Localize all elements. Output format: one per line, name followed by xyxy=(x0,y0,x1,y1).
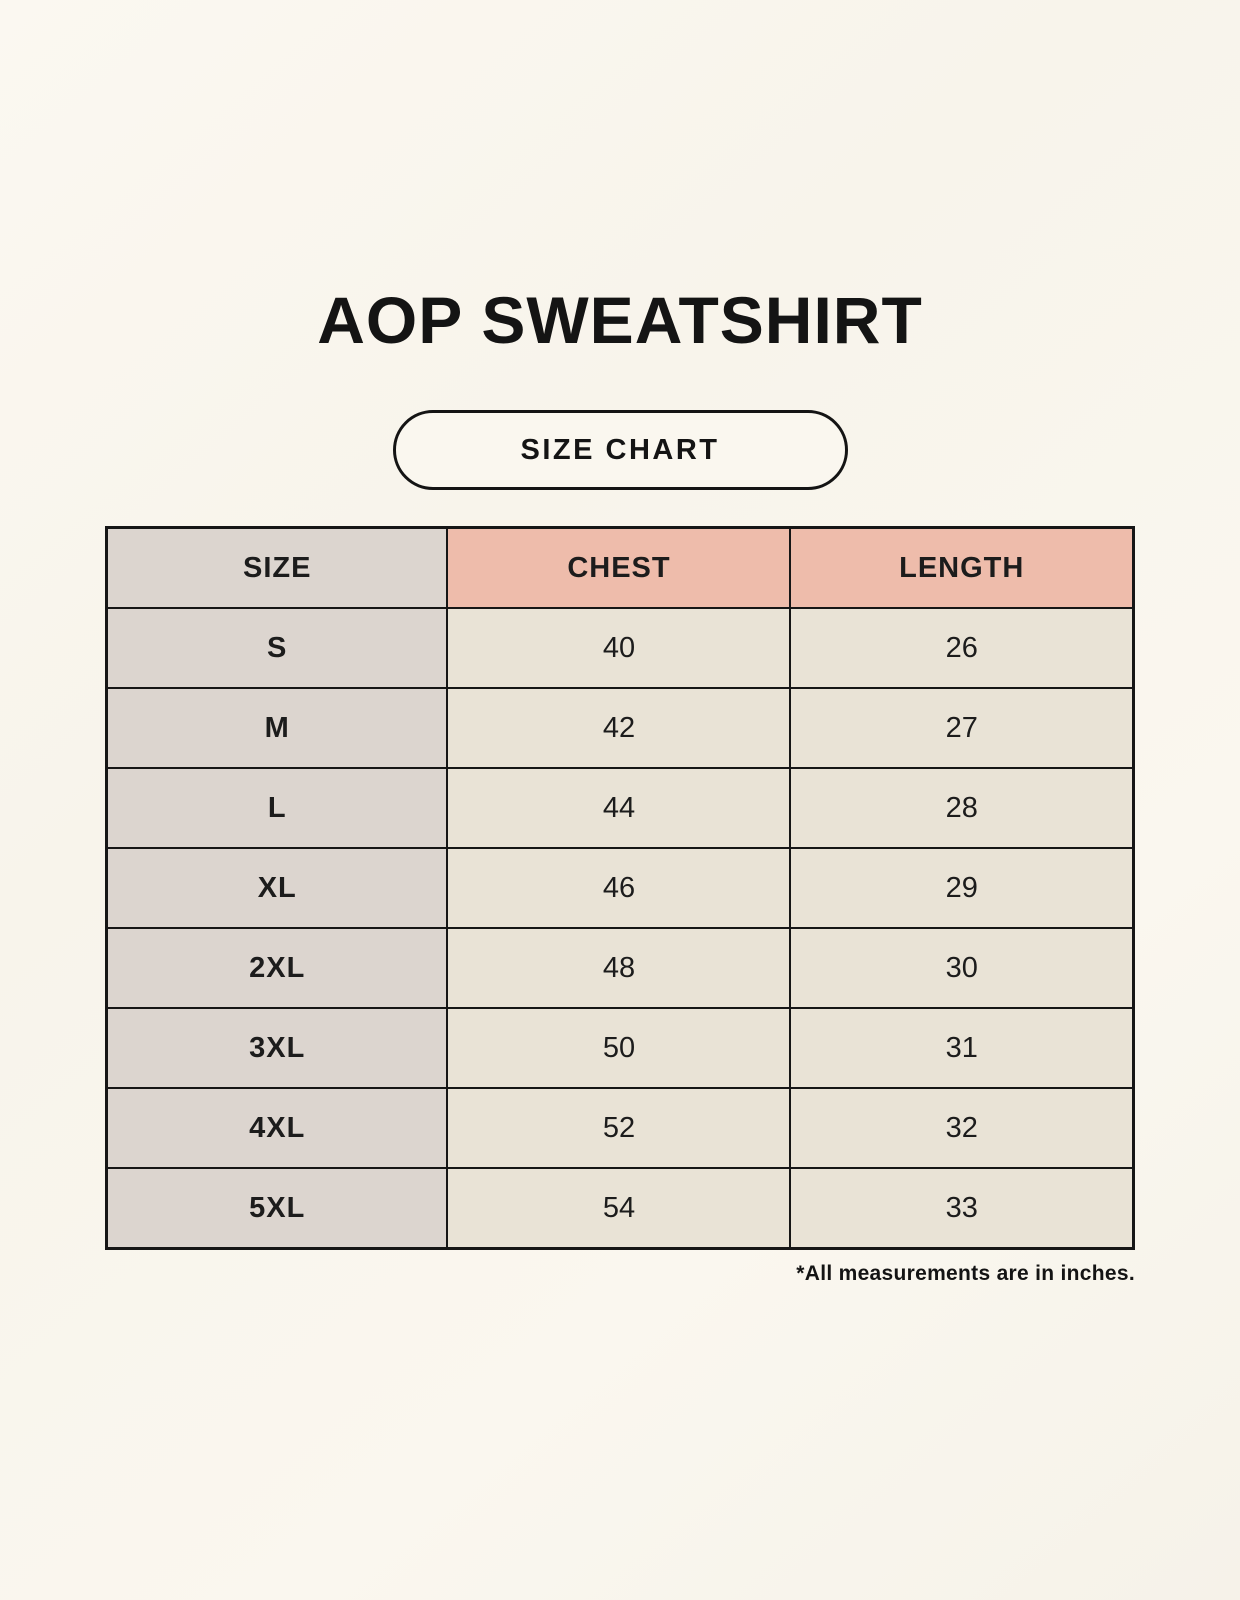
length-cell: 29 xyxy=(789,847,1135,929)
length-cell: 26 xyxy=(789,607,1135,689)
table-row: M 42 27 xyxy=(105,687,1135,769)
length-cell: 32 xyxy=(789,1087,1135,1169)
column-header-length: LENGTH xyxy=(789,526,1135,609)
column-header-size: SIZE xyxy=(105,526,449,609)
chest-cell: 40 xyxy=(446,607,792,689)
chest-cell: 52 xyxy=(446,1087,792,1169)
size-cell: M xyxy=(105,687,449,769)
chest-cell: 42 xyxy=(446,687,792,769)
table-row: XL 46 29 xyxy=(105,847,1135,929)
size-chart-page: AOP SWEATSHIRT SIZE CHART SIZE CHEST LENGT… xyxy=(105,0,1135,1286)
chest-cell: 50 xyxy=(446,1007,792,1089)
table-header-row: SIZE CHEST LENGTH xyxy=(105,526,1135,609)
table-row: 5XL 54 33 xyxy=(105,1167,1135,1250)
length-cell: 30 xyxy=(789,927,1135,1009)
size-cell: 5XL xyxy=(105,1167,449,1250)
measurements-footnote: *All measurements are in inches. xyxy=(796,1262,1135,1285)
chest-cell: 48 xyxy=(446,927,792,1009)
size-cell: 2XL xyxy=(105,927,449,1009)
size-chart-badge-label: SIZE CHART xyxy=(520,434,720,466)
table-row: L 44 28 xyxy=(105,767,1135,849)
chest-cell: 46 xyxy=(446,847,792,929)
page-title: AOP SWEATSHIRT xyxy=(317,283,923,357)
table-row: 2XL 48 30 xyxy=(105,927,1135,1009)
chest-cell: 54 xyxy=(446,1167,792,1250)
length-cell: 33 xyxy=(789,1167,1135,1250)
chest-cell: 44 xyxy=(446,767,792,849)
size-table: SIZE CHEST LENGTH S 40 26 M 42 27 L 44 28 XL 46 29 2XL… xyxy=(105,526,1135,1250)
size-cell: L xyxy=(105,767,449,849)
column-header-chest: CHEST xyxy=(446,526,792,609)
table-row: 4XL 52 32 xyxy=(105,1087,1135,1169)
size-chart-badge: SIZE CHART xyxy=(392,410,848,490)
length-cell: 31 xyxy=(789,1007,1135,1089)
size-cell: 4XL xyxy=(105,1087,449,1169)
size-cell: S xyxy=(105,607,449,689)
length-cell: 28 xyxy=(789,767,1135,849)
size-cell: XL xyxy=(105,847,449,929)
table-row: 3XL 50 31 xyxy=(105,1007,1135,1089)
size-cell: 3XL xyxy=(105,1007,449,1089)
table-row: S 40 26 xyxy=(105,607,1135,689)
length-cell: 27 xyxy=(789,687,1135,769)
